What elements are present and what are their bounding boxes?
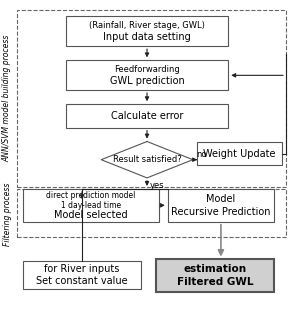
FancyBboxPatch shape xyxy=(66,104,228,128)
Text: yes: yes xyxy=(150,181,165,190)
Text: Recursive Prediction: Recursive Prediction xyxy=(171,207,271,217)
Text: 1 day-lead time: 1 day-lead time xyxy=(61,201,121,210)
Text: direct prediction model: direct prediction model xyxy=(46,192,135,200)
Text: Filtered GWL: Filtered GWL xyxy=(177,278,253,288)
FancyBboxPatch shape xyxy=(66,16,228,46)
Text: for River inputs: for River inputs xyxy=(44,265,120,274)
Text: Result satisfied?: Result satisfied? xyxy=(113,155,181,164)
Text: Feedforwarding: Feedforwarding xyxy=(114,65,180,74)
Text: Filtering process: Filtering process xyxy=(3,182,12,246)
Text: Input data setting: Input data setting xyxy=(103,32,191,42)
Text: no: no xyxy=(196,150,206,158)
Text: (Rainfall, River stage, GWL): (Rainfall, River stage, GWL) xyxy=(89,21,205,30)
Polygon shape xyxy=(101,141,193,178)
Text: Calculate error: Calculate error xyxy=(111,111,183,121)
Text: estimation: estimation xyxy=(184,264,247,274)
Text: Model: Model xyxy=(206,194,236,204)
Text: GWL prediction: GWL prediction xyxy=(110,76,184,86)
Text: Set constant value: Set constant value xyxy=(36,276,128,286)
Text: Model selected: Model selected xyxy=(54,210,128,220)
FancyBboxPatch shape xyxy=(197,142,282,165)
FancyBboxPatch shape xyxy=(23,261,141,289)
Text: ANN/SVM model building process: ANN/SVM model building process xyxy=(3,34,12,162)
FancyBboxPatch shape xyxy=(23,189,159,222)
FancyBboxPatch shape xyxy=(156,260,274,292)
FancyBboxPatch shape xyxy=(168,189,274,222)
FancyBboxPatch shape xyxy=(66,60,228,90)
Text: Weight Update: Weight Update xyxy=(203,149,276,158)
